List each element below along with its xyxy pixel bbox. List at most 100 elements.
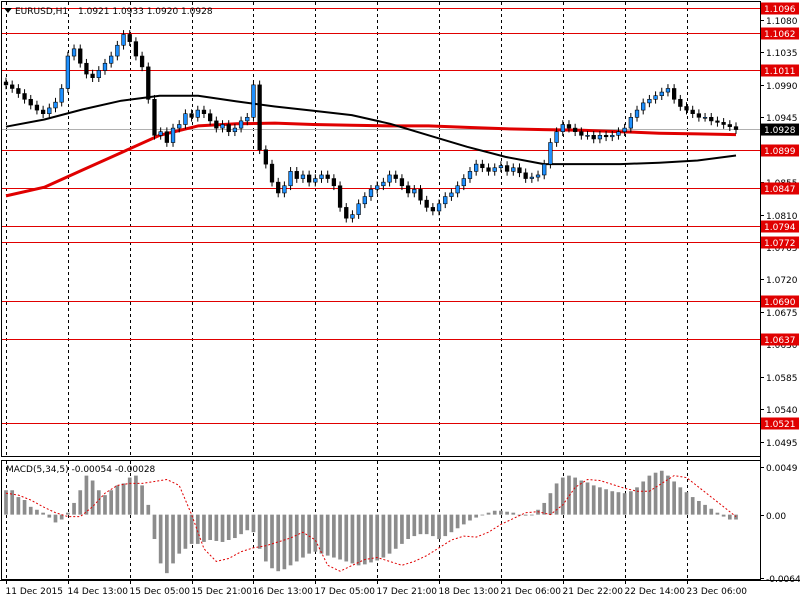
macd-bar: [672, 481, 676, 515]
candle: [220, 120, 225, 133]
candle-body: [610, 135, 615, 138]
candle-body: [542, 163, 547, 176]
macd-bar: [703, 504, 707, 515]
macd-pane-frame: [1, 460, 761, 580]
candle-body: [554, 131, 559, 143]
macd-bar: [542, 502, 547, 515]
candle-body: [300, 174, 306, 179]
macd-bar: [505, 511, 509, 515]
candle: [170, 123, 176, 147]
macd-bar: [146, 504, 151, 515]
candle-body: [486, 167, 491, 172]
candle-body: [436, 203, 442, 212]
candle-body: [492, 167, 497, 172]
symbol-dropdown-icon[interactable]: [4, 8, 12, 13]
candle: [591, 130, 596, 144]
candle: [529, 172, 534, 183]
macd-bar: [511, 512, 516, 515]
candle-body: [257, 84, 262, 151]
candle-body: [16, 88, 21, 94]
candle-body: [78, 48, 83, 64]
candle-body: [251, 84, 256, 118]
candle: [238, 116, 244, 133]
macd-bar: [109, 490, 114, 515]
support-resistance-levels: [2, 8, 760, 424]
x-tick-label: 21 Dec 06:00: [501, 587, 562, 597]
candle-body: [634, 109, 640, 118]
candle: [628, 112, 633, 133]
candle-body: [597, 135, 603, 140]
macd-bar: [486, 512, 491, 515]
macd-bar: [684, 492, 689, 515]
candle: [665, 84, 671, 97]
macd-bar: [573, 477, 577, 515]
current-price-label: 1.0928: [764, 126, 796, 136]
candle: [3, 77, 9, 90]
candle: [387, 170, 392, 187]
candle-body: [659, 91, 664, 96]
macd-bar: [263, 514, 268, 562]
candle-body: [665, 88, 671, 93]
macd-axis-ticks: 0.0049 0.00 -0.00645: [760, 464, 800, 585]
level-label-box: [761, 64, 799, 77]
macd-bar: [301, 514, 305, 558]
candle-body: [127, 34, 132, 42]
candle-body: [548, 142, 553, 165]
macd-bar: [715, 512, 720, 515]
candle: [22, 89, 27, 104]
candle: [214, 116, 219, 133]
macd-bar: [523, 514, 528, 516]
macd-bar: [189, 514, 194, 544]
macd-bar: [560, 477, 565, 515]
candle-body: [579, 131, 584, 136]
macd-bar: [239, 514, 243, 535]
moving-average-line: [5, 121, 737, 198]
macd-bar: [604, 489, 608, 515]
candle-body: [337, 185, 343, 208]
y-tick-label: 1.0585: [766, 374, 798, 384]
candle-body: [381, 181, 386, 187]
candle: [517, 163, 522, 178]
macd-bar: [356, 514, 361, 566]
candle-body: [560, 124, 565, 133]
level-label-box: [761, 2, 799, 15]
macd-bar: [78, 490, 83, 515]
macd-bar: [697, 500, 701, 515]
candle-body: [276, 181, 281, 194]
candle-body: [84, 62, 89, 75]
macd-bar: [468, 514, 472, 521]
candle: [449, 188, 454, 201]
candle: [152, 94, 157, 140]
macd-bar: [362, 514, 367, 565]
macd-bar: [195, 514, 200, 544]
candle-body: [511, 167, 516, 172]
candle-body: [412, 189, 417, 194]
macd-bar: [412, 514, 417, 537]
level-label: 1.0847: [764, 185, 796, 195]
candle-body: [22, 93, 27, 100]
candle-body: [71, 48, 77, 57]
macd-bar: [319, 514, 324, 554]
candle-body: [214, 120, 219, 129]
level-label: 1.0899: [764, 147, 796, 157]
candle-body: [504, 165, 510, 172]
candle-body: [10, 84, 15, 89]
macd-bar: [47, 514, 52, 518]
candle-body: [226, 124, 231, 133]
candle: [733, 122, 739, 134]
candle: [542, 159, 547, 180]
candle: [362, 192, 367, 209]
candle-body: [449, 192, 454, 197]
macd-bar: [177, 514, 182, 554]
current-price-box: [761, 123, 799, 136]
candle: [282, 181, 287, 198]
y-tick-label: 1.0630: [766, 341, 798, 351]
candle: [610, 130, 615, 142]
candle: [133, 37, 139, 61]
candle: [65, 51, 71, 93]
candle: [405, 181, 411, 198]
macd-tick-label: 0.00: [766, 512, 786, 522]
macd-bar: [171, 514, 175, 564]
candle: [90, 69, 95, 82]
